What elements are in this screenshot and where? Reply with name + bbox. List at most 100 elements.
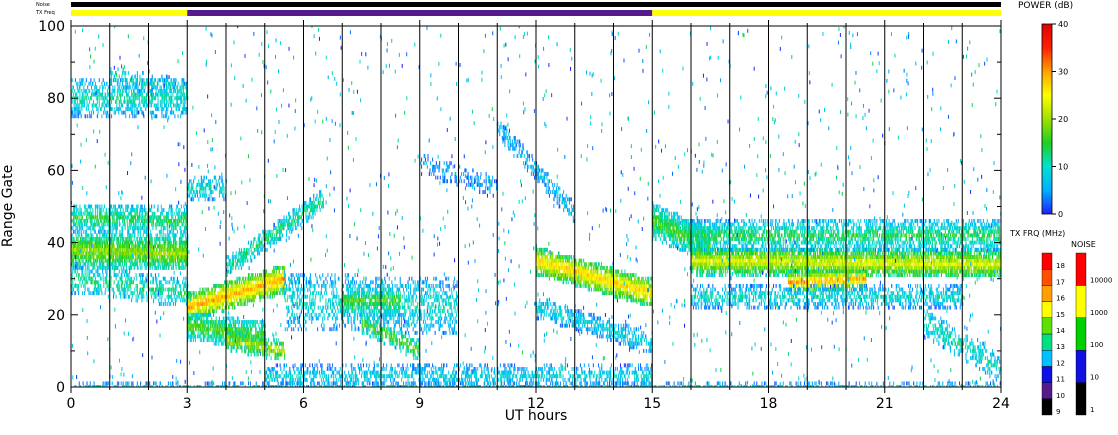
heatmap-cell (152, 81, 154, 86)
heatmap-cell (126, 251, 128, 256)
heatmap-cell (174, 78, 176, 83)
heatmap-cell (276, 356, 278, 361)
heatmap-cell (156, 251, 158, 256)
heatmap-cell (121, 273, 123, 278)
heatmap-cell (83, 211, 85, 216)
heatmap-cell (134, 240, 136, 245)
heatmap-cell (157, 96, 159, 101)
heatmap-cell (138, 237, 140, 241)
heatmap-cell (106, 258, 108, 263)
heatmap-cell (83, 204, 85, 209)
heatmap-cell (120, 262, 122, 267)
heatmap-cell (259, 233, 261, 238)
heatmap-cell (153, 287, 155, 292)
heatmap-cell (180, 92, 182, 97)
heatmap-cell (120, 99, 122, 104)
heatmap-cell (257, 244, 259, 249)
heatmap-cell (103, 280, 105, 285)
heatmap-cell (142, 276, 144, 281)
heatmap-cell (71, 247, 73, 252)
heatmap-cell (203, 316, 205, 321)
heatmap-cell (84, 269, 86, 274)
heatmap-cell (248, 247, 250, 252)
heatmap-cell (164, 276, 166, 281)
heatmap-cell (233, 330, 235, 335)
heatmap-cell (151, 262, 153, 267)
heatmap-cell (139, 240, 141, 245)
heatmap-cell (75, 233, 77, 238)
heatmap-cell (105, 229, 107, 234)
heatmap-cell (266, 233, 268, 238)
heatmap-cell (143, 247, 145, 252)
heatmap-cell (233, 316, 235, 321)
heatmap-cell (102, 233, 104, 238)
heatmap-cell (238, 338, 240, 343)
heatmap-cell (259, 327, 261, 332)
heatmap-cell (121, 283, 123, 288)
heatmap-cell (113, 280, 115, 285)
heatmap-cell (84, 208, 86, 213)
heatmap-cell (96, 244, 98, 249)
heatmap-cell (87, 85, 89, 90)
heatmap-cell (100, 276, 102, 281)
heatmap-cell (231, 280, 233, 285)
heatmap-cell (87, 247, 89, 252)
heatmap-cell (193, 294, 195, 299)
heatmap-cell (117, 255, 119, 259)
heatmap-cell (174, 85, 176, 90)
heatmap-cell (197, 316, 199, 321)
heatmap-cell (114, 92, 116, 97)
heatmap-cell (129, 247, 131, 252)
heatmap-cell (201, 316, 203, 321)
heatmap-cell (100, 251, 102, 256)
heatmap-cell (101, 258, 103, 263)
heatmap-cell (78, 258, 80, 263)
heatmap-cell (84, 276, 86, 281)
heatmap-cell (123, 78, 125, 83)
heatmap-cell (161, 287, 163, 292)
heatmap-cell (149, 280, 151, 285)
heatmap-cell (136, 237, 138, 241)
heatmap-cell (255, 330, 257, 335)
heatmap-cell (210, 305, 212, 310)
heatmap-cell (112, 255, 114, 259)
heatmap-cell (240, 345, 242, 350)
heatmap-cell (117, 265, 119, 270)
heatmap-cell (243, 294, 245, 299)
heatmap-cell (247, 338, 250, 343)
heatmap-cell (140, 237, 142, 241)
heatmap-cell (123, 218, 126, 223)
heatmap-cell (183, 294, 185, 299)
heatmap-cell (89, 273, 91, 278)
heatmap-cell (109, 244, 111, 249)
heatmap-cell (207, 302, 209, 306)
heatmap-cell (163, 222, 165, 227)
heatmap-cell (125, 81, 127, 86)
heatmap-cell (145, 237, 147, 241)
heatmap-cell (180, 287, 182, 292)
heatmap-cell (161, 74, 163, 79)
heatmap-cell (185, 291, 187, 296)
heatmap-cell (162, 229, 164, 234)
heatmap-cell (139, 251, 141, 256)
heatmap-cell (240, 262, 242, 267)
heatmap-cell (114, 78, 116, 83)
heatmap-cell (241, 323, 243, 328)
heatmap-cell (134, 262, 136, 267)
heatmap-cell (143, 255, 146, 259)
heatmap-cell (137, 85, 139, 90)
heatmap-cell (153, 276, 155, 281)
heatmap-cell (77, 244, 79, 249)
heatmap-cell (87, 107, 89, 111)
heatmap-cell (181, 294, 183, 299)
heatmap-cell (136, 244, 138, 249)
heatmap-cell (85, 258, 87, 263)
heatmap-cell (271, 294, 273, 299)
heatmap-cell (237, 276, 239, 281)
heatmap-cell (120, 215, 122, 220)
heatmap-cell (80, 240, 82, 245)
heatmap-cell (111, 92, 113, 97)
heatmap-cell (165, 233, 167, 238)
heatmap-cell (141, 85, 143, 90)
heatmap-cell (104, 237, 106, 241)
